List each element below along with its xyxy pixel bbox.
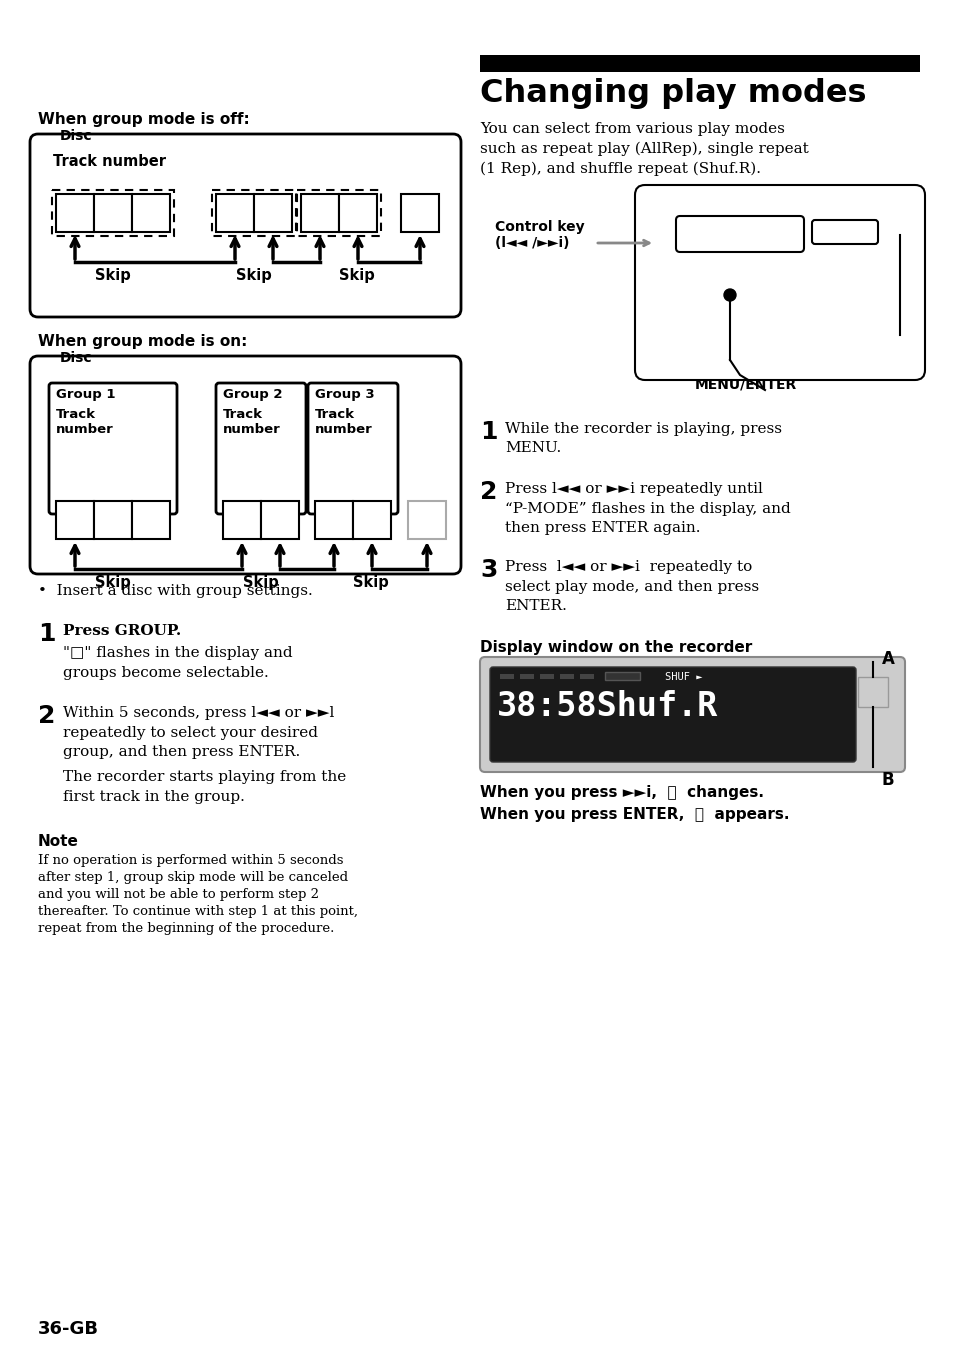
- Text: 4: 4: [418, 508, 435, 532]
- FancyBboxPatch shape: [490, 668, 855, 763]
- Text: 7: 7: [312, 201, 328, 225]
- Text: Track
number: Track number: [56, 408, 113, 436]
- Text: Skip: Skip: [353, 575, 389, 590]
- Text: Control key: Control key: [495, 220, 584, 233]
- Bar: [215, 194, 253, 232]
- Bar: [56, 194, 94, 232]
- Text: MENU/ENTER: MENU/ENTER: [695, 379, 797, 392]
- Text: You can select from various play modes
such as repeat play (AllRep), single repe: You can select from various play modes s…: [479, 122, 808, 176]
- Bar: [52, 190, 173, 236]
- Bar: [579, 674, 594, 678]
- Text: Press l◄◄ or ►►i repeatedly until
“P-MODE” flashes in the display, and
then pres: Press l◄◄ or ►►i repeatedly until “P-MOD…: [504, 482, 790, 535]
- Bar: [132, 194, 170, 232]
- Bar: [261, 501, 298, 539]
- Text: When group mode is on:: When group mode is on:: [38, 334, 247, 349]
- Text: Press  l◄◄ or ►►i  repeatedly to
select play mode, and then press
ENTER.: Press l◄◄ or ►►i repeatedly to select pl…: [504, 560, 759, 613]
- Bar: [223, 501, 261, 539]
- Text: Skip: Skip: [236, 267, 272, 284]
- Text: Track
number: Track number: [314, 408, 373, 436]
- Bar: [296, 190, 380, 236]
- Text: •  Insert a disc with group settings.: • Insert a disc with group settings.: [38, 584, 313, 598]
- Text: 38:58Shuf.R: 38:58Shuf.R: [497, 689, 718, 723]
- Text: 1: 1: [479, 421, 497, 444]
- Text: Disc: Disc: [60, 129, 92, 142]
- Bar: [301, 194, 338, 232]
- Bar: [94, 501, 132, 539]
- Text: 4: 4: [412, 201, 428, 225]
- Text: 1: 1: [67, 508, 83, 532]
- FancyBboxPatch shape: [49, 383, 177, 514]
- Text: 2: 2: [38, 704, 55, 727]
- FancyBboxPatch shape: [30, 134, 460, 318]
- Text: 3: 3: [479, 558, 497, 582]
- Bar: [212, 190, 295, 236]
- Text: Note: Note: [38, 835, 79, 849]
- Text: When group mode is off:: When group mode is off:: [38, 113, 250, 128]
- Text: 3: 3: [143, 508, 159, 532]
- Text: Skip: Skip: [95, 267, 131, 284]
- Text: Press GROUP.: Press GROUP.: [63, 624, 181, 638]
- FancyBboxPatch shape: [308, 383, 397, 514]
- Text: 2: 2: [105, 201, 121, 225]
- Text: SHUF ►: SHUF ►: [664, 672, 701, 683]
- Text: A: A: [881, 650, 894, 668]
- Text: 5: 5: [227, 201, 243, 225]
- Text: 1: 1: [67, 201, 83, 225]
- Text: Group 3: Group 3: [314, 388, 375, 402]
- FancyBboxPatch shape: [479, 657, 904, 772]
- Text: Group 2: Group 2: [223, 388, 282, 402]
- Text: 1: 1: [233, 508, 250, 532]
- Bar: [408, 501, 446, 539]
- Text: 2: 2: [363, 508, 380, 532]
- Text: 2: 2: [272, 508, 288, 532]
- Bar: [56, 501, 94, 539]
- Circle shape: [723, 289, 735, 301]
- Text: While the recorder is playing, press
MENU.: While the recorder is playing, press MEN…: [504, 422, 781, 456]
- Text: Display window on the recorder: Display window on the recorder: [479, 641, 752, 655]
- Bar: [559, 674, 574, 678]
- Text: (l◄◄ /►►i): (l◄◄ /►►i): [495, 236, 569, 250]
- Text: 8: 8: [350, 201, 366, 225]
- Text: Disc: Disc: [60, 351, 92, 365]
- Bar: [253, 194, 292, 232]
- Text: Within 5 seconds, press l◄◄ or ►►l
repeatedly to select your desired
group, and : Within 5 seconds, press l◄◄ or ►►l repea…: [63, 706, 334, 759]
- Text: "□" flashes in the display and
groups become selectable.: "□" flashes in the display and groups be…: [63, 646, 293, 680]
- Text: 36-GB: 36-GB: [38, 1320, 99, 1338]
- Text: When you press ENTER,  Ⓐ  appears.: When you press ENTER, Ⓐ appears.: [479, 807, 789, 822]
- Text: Skip: Skip: [95, 575, 131, 590]
- Text: Group 1: Group 1: [56, 388, 115, 402]
- Text: 3: 3: [143, 201, 159, 225]
- FancyBboxPatch shape: [811, 220, 877, 244]
- Text: Skip: Skip: [338, 267, 375, 284]
- Text: If no operation is performed within 5 seconds
after step 1, group skip mode will: If no operation is performed within 5 se…: [38, 854, 357, 935]
- Text: Track number: Track number: [53, 153, 166, 170]
- Text: Skip: Skip: [243, 575, 278, 590]
- Text: The recorder starts playing from the
first track in the group.: The recorder starts playing from the fir…: [63, 769, 346, 803]
- Text: Track
number: Track number: [223, 408, 280, 436]
- Text: 1: 1: [38, 622, 55, 646]
- Bar: [539, 674, 554, 678]
- Bar: [857, 677, 887, 707]
- Bar: [519, 674, 534, 678]
- Text: Changing play modes: Changing play modes: [479, 77, 865, 109]
- Bar: [94, 194, 132, 232]
- Bar: [353, 501, 391, 539]
- Bar: [314, 501, 353, 539]
- Bar: [604, 672, 639, 680]
- Bar: [132, 501, 170, 539]
- Text: 6: 6: [265, 201, 281, 225]
- Text: 2: 2: [105, 508, 121, 532]
- Text: 1: 1: [326, 508, 342, 532]
- Bar: [479, 56, 919, 72]
- FancyBboxPatch shape: [215, 383, 306, 514]
- FancyBboxPatch shape: [635, 185, 924, 380]
- Bar: [338, 194, 376, 232]
- FancyBboxPatch shape: [676, 216, 803, 252]
- Text: 2: 2: [479, 480, 497, 503]
- Text: B: B: [881, 771, 893, 788]
- FancyBboxPatch shape: [30, 356, 460, 574]
- Text: When you press ►►i,  Ⓑ  changes.: When you press ►►i, Ⓑ changes.: [479, 784, 763, 801]
- Bar: [400, 194, 438, 232]
- Bar: [499, 674, 514, 678]
